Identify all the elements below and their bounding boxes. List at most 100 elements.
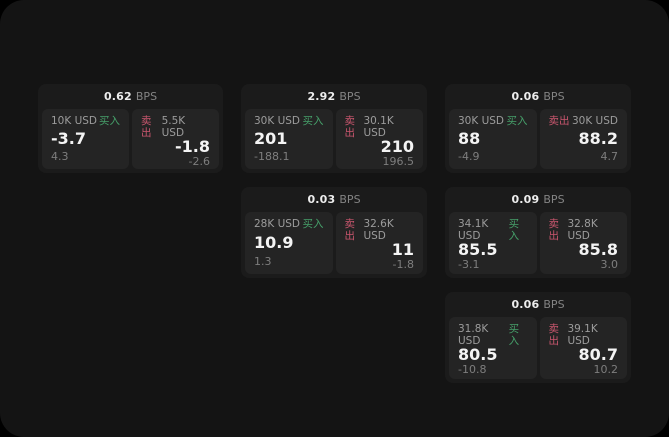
quote-card: 0.03 BPS 28K USD 买入 10.9 1.3 卖出 32.6K US… — [241, 187, 427, 278]
buy-size-label: 28K USD — [254, 218, 301, 230]
sell-price: 11 — [391, 240, 414, 260]
sell-price: 80.7 — [578, 345, 618, 365]
sell-panel-top-row: 卖出 5.5K USD — [141, 115, 210, 139]
sell-panel[interactable]: 卖出 5.5K USD -1.8 -2.6 — [132, 109, 219, 169]
card-header: 2.92 BPS — [241, 84, 427, 107]
spread-bps-unit: BPS — [543, 193, 565, 206]
buy-price: 80.5 — [458, 345, 498, 365]
sell-delta: 3.0 — [600, 257, 619, 271]
buy-panel-top-row: 30K USD 买入 — [254, 115, 324, 128]
buy-size-label: 34.1K USD — [458, 218, 489, 242]
spread-bps-value: 0.06 — [511, 90, 540, 103]
buy-delta: -4.9 — [458, 149, 480, 163]
sell-size-label: 32.8K USD — [567, 218, 598, 242]
buy-panel[interactable]: 30K USD 买入 88 -4.9 — [449, 109, 537, 169]
quote-card: 0.06 BPS 30K USD 买入 88 -4.9 卖出 30K USD 8… — [445, 84, 631, 173]
buy-delta: -188.1 — [254, 149, 290, 163]
buy-delta: -10.8 — [458, 362, 487, 376]
sell-size-label: 5.5K USD — [161, 115, 186, 139]
sell-side-label: 卖出 — [548, 115, 570, 127]
sell-panel-top-row: 卖出 32.8K USD — [548, 218, 619, 242]
sell-price: 88.2 — [578, 128, 618, 148]
sell-side-label: 卖出 — [141, 115, 152, 139]
buy-size-label: 30K USD — [254, 115, 301, 127]
buy-side-label: 买入 — [302, 115, 324, 127]
buy-panel[interactable]: 28K USD 买入 10.9 1.3 — [245, 212, 333, 274]
sell-delta: -1.8 — [392, 257, 414, 271]
sell-panel[interactable]: 卖出 39.1K USD 80.7 10.2 — [539, 317, 627, 379]
buy-price: 88 — [458, 128, 481, 148]
buy-size-label: 31.8K USD — [458, 323, 489, 347]
sell-panel[interactable]: 卖出 32.8K USD 85.8 3.0 — [539, 212, 627, 274]
buy-size-label: 10K USD — [51, 115, 98, 127]
sell-delta: 196.5 — [382, 154, 415, 168]
sell-side-label: 卖出 — [548, 218, 560, 242]
buy-panel[interactable]: 31.8K USD 买入 80.5 -10.8 — [449, 317, 537, 379]
buy-delta: 4.3 — [51, 149, 69, 163]
spread-bps-value: 2.92 — [307, 90, 336, 103]
sell-price: -1.8 — [175, 137, 210, 157]
buy-delta: 1.3 — [254, 254, 272, 268]
buy-side-label: 买入 — [302, 218, 324, 230]
buy-price: 201 — [254, 128, 288, 148]
buy-panel[interactable]: 34.1K USD 买入 85.5 -3.1 — [449, 212, 537, 274]
card-header: 0.06 BPS — [445, 292, 631, 315]
quote-card: 0.06 BPS 31.8K USD 买入 80.5 -10.8 卖出 39.1… — [445, 292, 631, 383]
buy-price: 85.5 — [458, 240, 498, 260]
sell-panel[interactable]: 卖出 30.1K USD 210 196.5 — [335, 109, 423, 169]
sell-side-label: 卖出 — [344, 115, 356, 139]
buy-price: 10.9 — [254, 232, 294, 252]
sell-panel[interactable]: 卖出 30K USD 88.2 4.7 — [539, 109, 627, 169]
sell-size-label: 32.6K USD — [363, 218, 394, 242]
buy-panel-top-row: 30K USD 买入 — [458, 115, 528, 128]
sell-panel[interactable]: 卖出 32.6K USD 11 -1.8 — [335, 212, 423, 274]
spread-bps-unit: BPS — [543, 90, 565, 103]
sell-panel-top-row: 卖出 30K USD — [548, 115, 619, 128]
sell-delta: 4.7 — [600, 149, 619, 163]
buy-price: -3.7 — [51, 128, 86, 148]
buy-panel[interactable]: 30K USD 买入 201 -188.1 — [245, 109, 333, 169]
quote-panels: 34.1K USD 买入 85.5 -3.1 卖出 32.8K USD 85.8… — [445, 210, 631, 278]
buy-size-label: 30K USD — [458, 115, 505, 127]
quote-panels: 28K USD 买入 10.9 1.3 卖出 32.6K USD 11 -1.8 — [241, 210, 427, 278]
sell-size-label: 39.1K USD — [567, 323, 598, 347]
card-header: 0.06 BPS — [445, 84, 631, 107]
sell-panel-top-row: 卖出 30.1K USD — [344, 115, 415, 139]
sell-delta: -2.6 — [188, 154, 210, 168]
quote-card: 0.09 BPS 34.1K USD 买入 85.5 -3.1 卖出 32.8K… — [445, 187, 631, 278]
buy-delta: -3.1 — [458, 257, 480, 271]
spread-bps-unit: BPS — [135, 90, 158, 103]
sell-size-label: 30.1K USD — [363, 115, 394, 139]
spread-bps-unit: BPS — [543, 298, 565, 311]
sell-side-label: 卖出 — [344, 218, 356, 242]
spread-bps-value: 0.62 — [103, 90, 132, 103]
spread-bps-unit: BPS — [339, 193, 361, 206]
buy-side-label: 买入 — [508, 323, 520, 347]
buy-side-label: 买入 — [508, 218, 520, 242]
card-header: 0.62 BPS — [38, 84, 223, 107]
buy-panel-top-row: 31.8K USD 买入 — [458, 323, 528, 347]
buy-side-label: 买入 — [506, 115, 528, 127]
sell-side-label: 卖出 — [548, 323, 560, 347]
buy-panel[interactable]: 10K USD 买入 -3.7 4.3 — [42, 109, 129, 169]
sell-price: 210 — [380, 137, 414, 157]
buy-panel-top-row: 10K USD 买入 — [51, 115, 120, 128]
sell-panel-top-row: 卖出 39.1K USD — [548, 323, 619, 347]
buy-panel-top-row: 34.1K USD 买入 — [458, 218, 528, 242]
buy-side-label: 买入 — [99, 115, 120, 127]
quote-grid: 0.62 BPS 10K USD 买入 -3.7 4.3 卖出 5.5K USD… — [38, 84, 631, 383]
quote-panels: 30K USD 买入 88 -4.9 卖出 30K USD 88.2 4.7 — [445, 107, 631, 173]
card-header: 0.03 BPS — [241, 187, 427, 210]
buy-panel-top-row: 28K USD 买入 — [254, 218, 324, 231]
spread-bps-value: 0.06 — [511, 298, 540, 311]
card-header: 0.09 BPS — [445, 187, 631, 210]
spread-bps-value: 0.09 — [511, 193, 540, 206]
quote-panels: 10K USD 买入 -3.7 4.3 卖出 5.5K USD -1.8 -2.… — [38, 107, 223, 173]
quote-panels: 31.8K USD 买入 80.5 -10.8 卖出 39.1K USD 80.… — [445, 315, 631, 383]
sell-panel-top-row: 卖出 32.6K USD — [344, 218, 415, 242]
spread-bps-value: 0.03 — [307, 193, 336, 206]
quote-panels: 30K USD 买入 201 -188.1 卖出 30.1K USD 210 1… — [241, 107, 427, 173]
sell-size-label: 30K USD — [571, 115, 618, 127]
sell-price: 85.8 — [578, 240, 618, 260]
